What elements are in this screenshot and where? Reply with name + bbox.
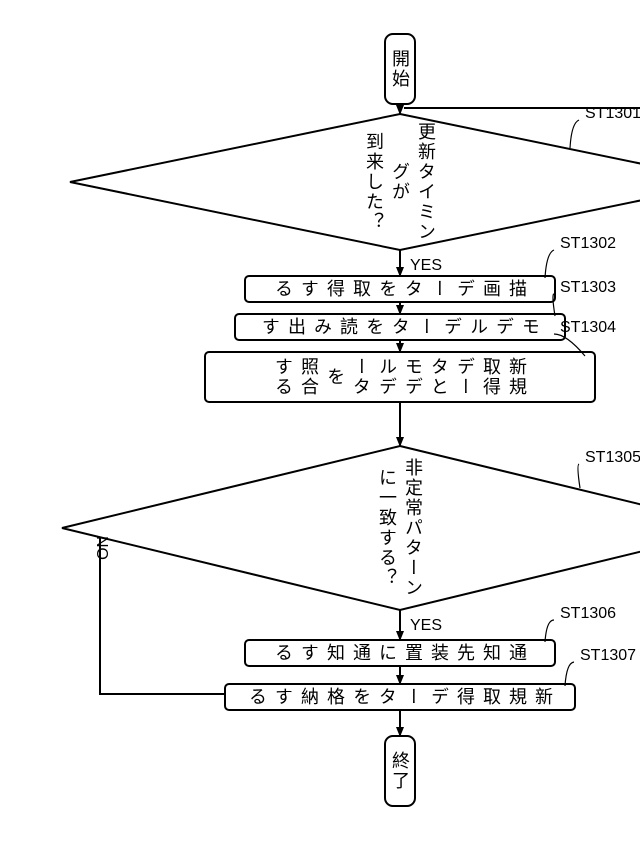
edge-yes-2: YES bbox=[410, 617, 442, 634]
process-st1304-text: 新規取得データとモデルデータを照合する bbox=[210, 353, 590, 401]
terminal-start: 開始 bbox=[385, 36, 415, 102]
process-st1303-text: モデルデータを読み出す bbox=[240, 315, 560, 339]
process-st1302-text: 描画データを取得する bbox=[250, 277, 550, 301]
step-label-st1307: ST1307 bbox=[580, 647, 636, 664]
decision-1-text: 更新タイミングが到来した？ bbox=[360, 120, 440, 244]
step-label-st1306: ST1306 bbox=[560, 605, 616, 622]
step-label-st1305: ST1305 bbox=[585, 449, 640, 466]
edge-yes-1: YES bbox=[410, 257, 442, 274]
process-st1307-text: 新規取得データを格納する bbox=[230, 685, 570, 709]
terminal-end: 終了 bbox=[385, 738, 415, 804]
step-label-st1304: ST1304 bbox=[560, 319, 616, 336]
decision-2-text: 非定常パターンに一致する？ bbox=[370, 453, 430, 603]
process-st1306-text: 通知先装置に通知する bbox=[250, 641, 550, 665]
step-label-st1303: ST1303 bbox=[560, 279, 616, 296]
edge-no-2: NO bbox=[92, 536, 120, 580]
step-label-st1302: ST1302 bbox=[560, 235, 616, 252]
